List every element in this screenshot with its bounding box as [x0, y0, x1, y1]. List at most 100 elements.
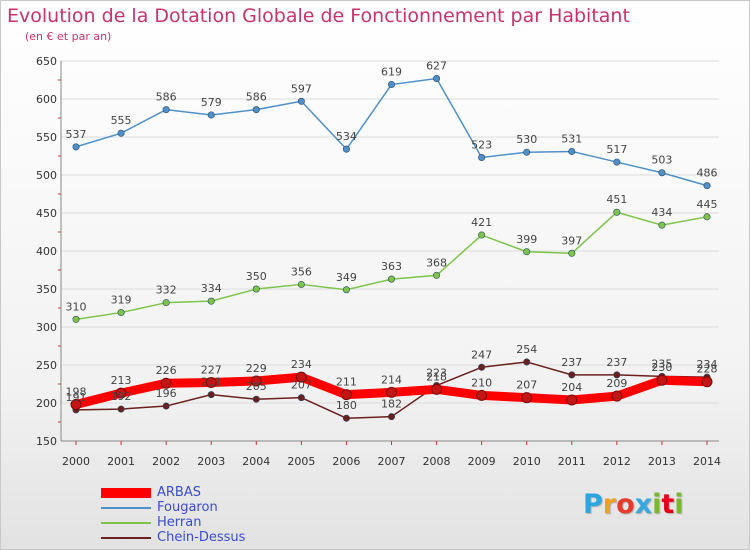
data-point-fougaron — [72, 143, 80, 151]
x-tick-label: 2008 — [423, 455, 451, 468]
data-point-herran — [433, 271, 441, 279]
data-label-arbas: 209 — [606, 377, 627, 390]
data-label-fougaron: 534 — [336, 130, 357, 143]
data-point-fougaron — [162, 106, 170, 114]
data-label-herran: 445 — [697, 198, 718, 211]
data-label-herran: 434 — [651, 206, 672, 219]
data-point-arbas — [611, 390, 623, 402]
data-label-arbas: 204 — [561, 381, 582, 394]
data-label-herran: 356 — [291, 265, 312, 278]
data-label-fougaron: 517 — [606, 143, 627, 156]
data-point-fougaron — [387, 81, 395, 89]
data-label-chein-dessus: 235 — [651, 357, 672, 370]
y-tick-label: 350 — [36, 283, 57, 296]
data-point-fougaron — [613, 158, 621, 166]
data-point-chein-dessus — [387, 413, 395, 421]
data-label-chein-dessus: 207 — [291, 379, 312, 392]
x-tick-label: 2000 — [62, 455, 90, 468]
data-label-arbas: 218 — [426, 370, 447, 383]
data-point-arbas — [701, 376, 713, 388]
legend-label: Herran — [157, 515, 202, 530]
data-point-herran — [568, 249, 576, 257]
x-tick-label: 2007 — [378, 455, 406, 468]
x-tick-label: 2001 — [107, 455, 135, 468]
logo-letter: i — [674, 489, 684, 520]
data-point-arbas — [205, 376, 217, 388]
legend-swatch — [101, 488, 151, 498]
y-tick-label: 150 — [36, 435, 57, 448]
data-point-herran — [703, 213, 711, 221]
data-point-fougaron — [568, 147, 576, 155]
legend-label: Chein-Dessus — [157, 530, 246, 545]
data-label-herran: 350 — [246, 270, 267, 283]
data-point-chein-dessus — [207, 391, 215, 399]
data-label-herran: 310 — [66, 300, 87, 313]
data-point-arbas — [115, 387, 127, 399]
y-tick-label: 650 — [36, 55, 57, 68]
x-tick-label: 2011 — [558, 455, 586, 468]
data-point-arbas — [340, 389, 352, 401]
proxiti-logo: Proxiti — [583, 489, 684, 520]
data-label-chein-dessus: 237 — [561, 356, 582, 369]
data-point-fougaron — [478, 154, 486, 162]
data-point-arbas — [476, 389, 488, 401]
y-tick-label: 550 — [36, 131, 57, 144]
data-point-herran — [478, 231, 486, 239]
data-label-arbas: 226 — [156, 364, 177, 377]
data-point-arbas — [160, 377, 172, 389]
data-point-herran — [523, 248, 531, 256]
data-point-fougaron — [342, 145, 350, 153]
data-label-herran: 363 — [381, 260, 402, 273]
data-point-chein-dessus — [478, 363, 486, 371]
data-label-chein-dessus: 180 — [336, 399, 357, 412]
data-label-fougaron: 503 — [651, 154, 672, 167]
data-point-herran — [297, 280, 305, 288]
data-point-arbas — [521, 392, 533, 404]
data-point-arbas — [386, 386, 397, 398]
data-point-chein-dessus — [523, 358, 531, 366]
data-label-arbas: 228 — [697, 363, 718, 376]
data-label-herran: 368 — [426, 256, 447, 269]
logo-letter: i — [652, 489, 662, 520]
data-label-fougaron: 627 — [426, 59, 447, 72]
data-label-arbas: 214 — [381, 373, 402, 386]
data-label-chein-dessus: 254 — [516, 343, 537, 356]
data-label-herran: 334 — [201, 282, 222, 295]
data-point-herran — [252, 285, 260, 293]
data-point-herran — [658, 221, 666, 229]
data-point-chein-dessus — [117, 405, 125, 413]
data-label-fougaron: 597 — [291, 82, 312, 95]
x-tick-label: 2006 — [332, 455, 360, 468]
data-label-chein-dessus: 182 — [381, 398, 402, 411]
data-label-fougaron: 555 — [111, 114, 132, 127]
data-label-fougaron: 537 — [66, 128, 87, 141]
data-label-chein-dessus: 192 — [111, 390, 132, 403]
data-label-herran: 319 — [111, 294, 132, 307]
data-label-fougaron: 619 — [381, 66, 402, 79]
logo-letter: x — [634, 489, 653, 520]
data-label-chein-dessus: 205 — [246, 380, 267, 393]
data-point-herran — [387, 275, 395, 283]
data-label-arbas: 198 — [66, 386, 87, 399]
data-point-chein-dessus — [162, 402, 170, 410]
x-tick-label: 2010 — [513, 455, 541, 468]
data-point-chein-dessus — [342, 414, 350, 422]
y-tick-label: 450 — [36, 207, 57, 220]
data-label-chein-dessus: 211 — [201, 376, 222, 389]
data-label-arbas: 227 — [201, 363, 222, 376]
legend-swatch — [101, 507, 151, 509]
data-label-herran: 332 — [156, 284, 177, 297]
data-label-chein-dessus: 237 — [606, 356, 627, 369]
data-label-arbas: 207 — [516, 379, 537, 392]
data-point-arbas — [70, 399, 82, 411]
data-point-fougaron — [252, 106, 260, 114]
data-point-fougaron — [297, 97, 305, 105]
data-point-arbas — [250, 375, 262, 387]
data-point-chein-dessus — [568, 371, 576, 379]
y-tick-label: 200 — [36, 397, 57, 410]
data-label-arbas: 210 — [471, 376, 492, 389]
data-point-herran — [207, 297, 215, 305]
data-label-arbas: 229 — [246, 362, 267, 375]
data-label-chein-dessus: 196 — [156, 387, 177, 400]
